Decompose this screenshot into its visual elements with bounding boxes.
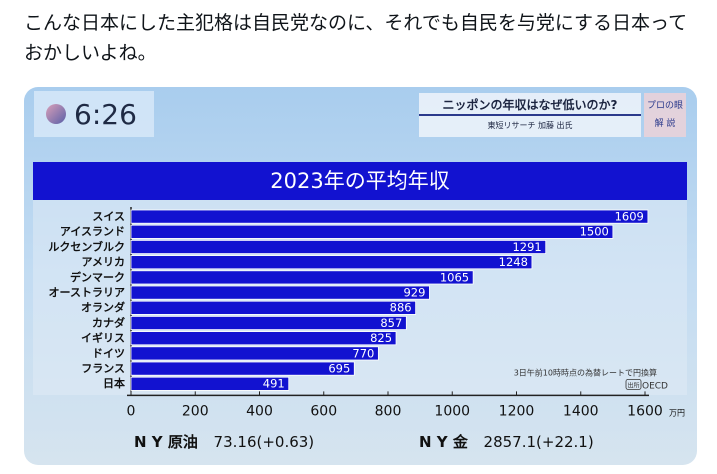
badge: プロの眼解 説 xyxy=(644,93,686,137)
category-label: オーストラリア xyxy=(49,286,125,299)
note: 3日午前10時時点の為替レートで円換算 xyxy=(514,367,657,377)
badge-line2: 解 説 xyxy=(654,119,676,129)
data-label: 770 xyxy=(352,346,374,360)
time: 6:26 xyxy=(74,97,137,131)
bar xyxy=(130,346,379,361)
chart-title: 2023年の平均年収 xyxy=(33,162,687,200)
bar xyxy=(130,209,649,224)
bar xyxy=(130,315,407,330)
bar xyxy=(130,376,290,391)
x-tick-label: 200 xyxy=(182,403,209,419)
gold-value: 2857.1(+22.1) xyxy=(483,433,594,451)
data-label: 1248 xyxy=(499,255,528,269)
bar xyxy=(130,285,430,300)
unit-label: 万円 xyxy=(669,408,685,417)
category-label: ルクセンブルク xyxy=(48,239,125,253)
bar xyxy=(130,270,474,285)
bar xyxy=(130,361,355,376)
tweet-text: こんな日本にした主犯格は自民党なのに、それでも自民を与党にする日本っておかしいよ… xyxy=(24,12,688,64)
x-tick-label: 1200 xyxy=(499,403,535,419)
x-tick-label: 400 xyxy=(246,403,273,419)
bar xyxy=(130,239,547,254)
data-label: 1291 xyxy=(512,240,541,254)
category-label: アメリカ xyxy=(82,256,125,269)
channel-logo-icon xyxy=(46,104,66,124)
bar xyxy=(130,255,533,270)
x-tick-label: 0 xyxy=(127,403,136,419)
category-label: イギリス xyxy=(81,331,125,345)
data-label: 1065 xyxy=(440,270,469,284)
data-label: 929 xyxy=(403,286,425,300)
tweet-photo[interactable]: スイス 1609 アイスランド 1500 ルクセンブルク 1291 アメリカ 1248 デンマー… xyxy=(24,87,697,465)
data-label: 886 xyxy=(390,301,412,315)
category-label: オランダ xyxy=(81,300,125,314)
data-label: 857 xyxy=(380,316,402,330)
oil-label: N Y 原油 xyxy=(134,433,198,451)
source: OECD xyxy=(642,381,668,391)
badge-line1: プロの眼 xyxy=(646,101,683,111)
guest: 東短リサーチ 加藤 出氏 xyxy=(487,121,573,130)
x-tick-label: 1000 xyxy=(434,403,470,419)
category-label: スイス xyxy=(92,210,125,223)
data-label: 491 xyxy=(263,377,285,391)
source-label: 出所 xyxy=(627,381,639,389)
data-label: 695 xyxy=(328,362,350,376)
data-label: 825 xyxy=(370,331,392,345)
bar-chart: スイス 1609 アイスランド 1500 ルクセンブルク 1291 アメリカ 1248 デンマー… xyxy=(33,200,687,419)
x-tick-label: 1600 xyxy=(627,403,663,419)
oil-value: 73.16(+0.63) xyxy=(213,433,315,451)
gold-label: N Y 金 xyxy=(419,433,468,451)
bar xyxy=(130,331,397,346)
category-label: 日本 xyxy=(103,376,125,390)
x-tick-label: 1400 xyxy=(563,403,599,419)
bar xyxy=(130,224,614,239)
data-label: 1609 xyxy=(615,210,644,224)
source-box xyxy=(625,378,642,390)
ticker-oil: N Y 原油 73.16(+0.63) xyxy=(134,431,314,452)
category-label: アイスランド xyxy=(60,225,125,238)
x-tick-label: 800 xyxy=(375,403,402,419)
ticker-gold: N Y 金 2857.1(+22.1) xyxy=(419,431,594,452)
x-tick-label: 600 xyxy=(310,403,337,419)
tv-clock: 6:26 xyxy=(34,91,154,137)
category-label: デンマーク xyxy=(70,270,125,284)
bar xyxy=(130,300,417,315)
category-label: フランス xyxy=(81,362,125,375)
data-label: 1500 xyxy=(580,225,609,239)
tv-caption: ニッポンの年収はなぜ低いのか? 東短リサーチ 加藤 出氏 xyxy=(419,93,641,137)
category-label: カナダ xyxy=(92,315,125,329)
headline: ニッポンの年収はなぜ低いのか? xyxy=(419,93,641,116)
category-label: ドイツ xyxy=(92,347,125,360)
